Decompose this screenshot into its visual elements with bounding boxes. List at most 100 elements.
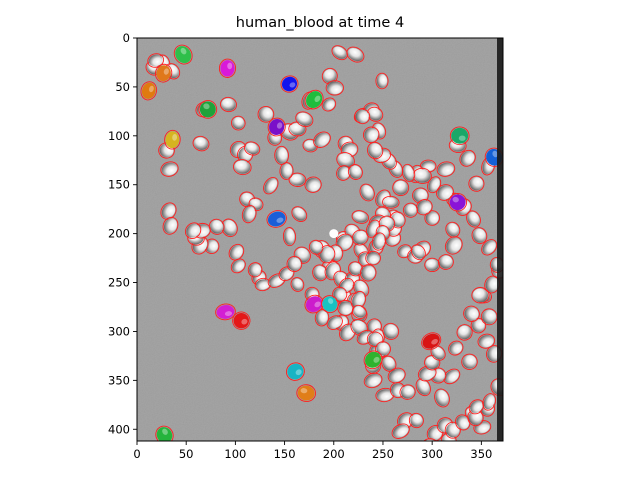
outlined-cell	[482, 393, 497, 411]
tracked-cell	[155, 425, 174, 441]
tracked-cell	[304, 89, 324, 110]
outlined-cell	[461, 353, 478, 370]
tracked-cell	[164, 129, 181, 150]
outlined-cell	[274, 145, 289, 165]
x-tick-label: 300	[421, 447, 443, 461]
outlined-cell	[459, 149, 476, 167]
y-tick-label: 100	[108, 129, 130, 143]
outlined-cell	[290, 277, 305, 292]
tracked-cell	[267, 117, 286, 137]
outlined-cell	[243, 141, 261, 156]
outlined-cell	[359, 264, 377, 282]
outlined-cell	[382, 322, 400, 340]
outlined-cell	[382, 195, 400, 209]
outlined-cell	[160, 161, 179, 177]
outlined-cell	[399, 384, 416, 400]
axes-frame	[136, 37, 504, 442]
outlined-cell	[279, 162, 294, 180]
outlined-cell	[471, 287, 490, 304]
tracked-cell	[449, 126, 470, 146]
outlined-cell	[263, 176, 279, 195]
y-tick-label: 250	[108, 276, 130, 290]
tracked-cell	[232, 311, 251, 330]
outlined-cell	[230, 258, 246, 274]
tracked-cell	[198, 100, 218, 119]
outlined-cell	[436, 184, 454, 201]
outlined-cell	[444, 236, 463, 255]
outlined-cell	[336, 165, 352, 181]
y-axis: 0 50 100 150 200 250 300 350 400	[108, 31, 137, 436]
outlined-cell	[477, 333, 496, 349]
outlined-cell	[387, 367, 406, 384]
x-tick-label: 350	[470, 447, 492, 461]
outlined-cell	[468, 175, 485, 192]
outlined-cell	[308, 239, 324, 255]
outlined-cell	[437, 254, 454, 270]
tracked-cell	[218, 58, 237, 78]
x-tick-label: 100	[224, 447, 246, 461]
outlined-cell	[286, 255, 303, 273]
outlined-cell	[221, 218, 238, 238]
outlined-cell	[366, 331, 384, 348]
y-tick-label: 150	[108, 178, 130, 192]
outlined-cell	[481, 239, 498, 256]
tracked-cell	[280, 75, 299, 93]
outlined-cell	[366, 106, 384, 122]
tracked-cell	[215, 303, 236, 321]
outlined-cell	[375, 341, 391, 357]
outlined-cell	[304, 176, 322, 193]
outlined-cell	[424, 210, 440, 226]
x-tick-label: 150	[274, 447, 296, 461]
outlined-cell	[434, 388, 450, 408]
tracked-cell	[140, 81, 158, 101]
outlined-cell	[346, 46, 365, 63]
outlined-cell	[365, 250, 381, 266]
x-tick-label: 50	[179, 447, 194, 461]
outlined-cell	[325, 80, 344, 96]
outlined-cell	[362, 126, 380, 144]
outlined-cell	[347, 164, 363, 180]
outlined-cell	[184, 222, 202, 239]
outlined-cell	[415, 378, 431, 397]
outlined-cell	[241, 205, 257, 224]
outlined-cell	[455, 414, 471, 431]
x-tick-label: 0	[133, 447, 140, 461]
outlined-cell	[456, 324, 473, 341]
outlined-cell	[421, 438, 439, 441]
outlined-cell	[160, 202, 177, 220]
bright-spot	[329, 229, 339, 239]
outlined-cell	[288, 172, 307, 187]
outlined-cell	[257, 105, 275, 123]
outlined-cell	[402, 202, 419, 218]
outlined-cell	[359, 183, 375, 202]
tracked-cell	[304, 294, 324, 314]
y-tick-label: 350	[108, 373, 130, 387]
chart-title: human_blood at time 4	[236, 15, 404, 31]
outlined-cell	[313, 131, 331, 148]
outlined-cell	[471, 227, 488, 245]
outlined-cell	[443, 368, 461, 385]
outlined-cell	[392, 179, 410, 197]
image-edge-shadow	[497, 38, 503, 441]
outlined-cell	[351, 304, 367, 319]
outlined-cell	[401, 163, 416, 183]
x-tick-label: 250	[372, 447, 394, 461]
outlined-cell	[381, 355, 397, 372]
outlined-cell	[391, 423, 410, 439]
plot-area	[136, 37, 504, 442]
outlined-cell	[468, 399, 485, 415]
outlined-cell	[448, 340, 464, 356]
tracked-cell	[266, 210, 287, 228]
tracked-cell	[421, 332, 442, 351]
outlined-cell	[354, 108, 371, 125]
outlined-cell	[247, 262, 263, 278]
tracked-cell	[320, 295, 339, 314]
outlined-cell	[436, 161, 456, 177]
outlined-cell	[282, 227, 297, 247]
outlined-cell	[295, 111, 314, 128]
outlined-cell	[162, 216, 179, 235]
tracked-cell	[173, 44, 193, 65]
outlined-cell	[219, 96, 238, 113]
y-tick-label: 50	[115, 80, 130, 94]
